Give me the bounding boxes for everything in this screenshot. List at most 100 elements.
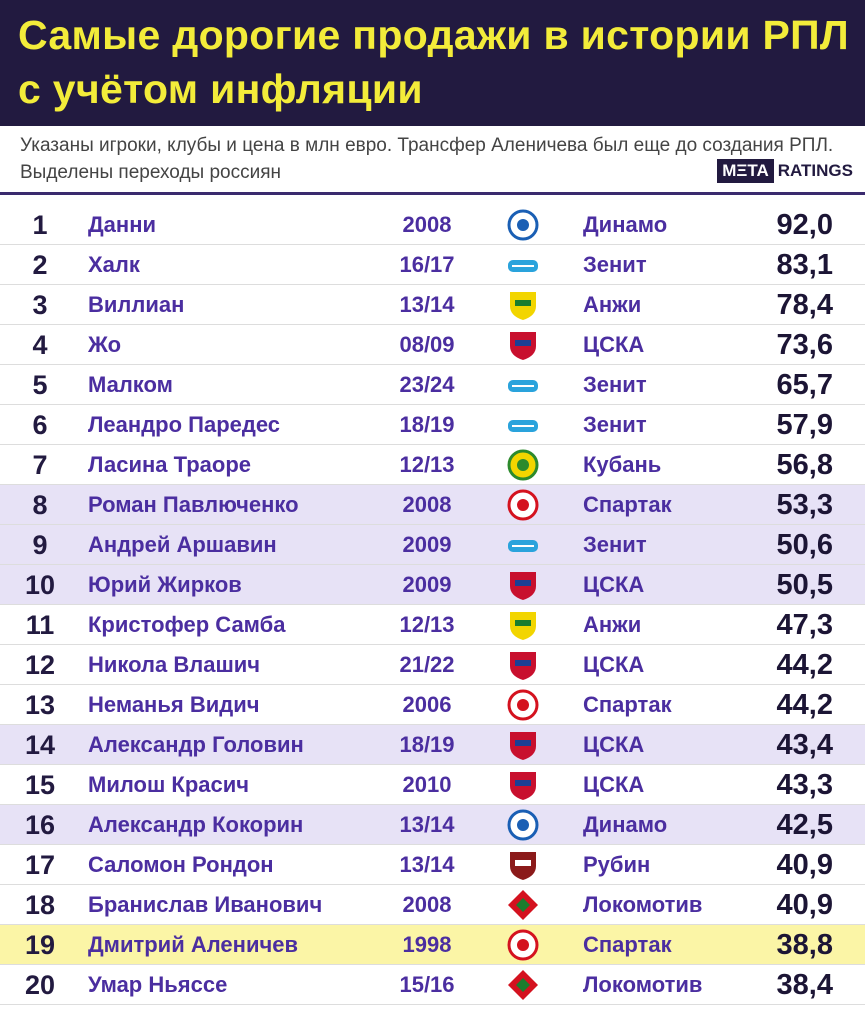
season: 1998 (402, 932, 452, 957)
player-name: Александр Кокорин (88, 812, 304, 837)
rank: 7 (32, 450, 48, 480)
club: Локомотив (583, 972, 703, 997)
price: 50,5 (776, 569, 833, 601)
table-row: 20 Умар Ньяссе 15/16 Локомотив 38,4 (0, 965, 865, 1005)
player-name: Андрей Аршавин (88, 532, 277, 557)
rank: 8 (32, 490, 48, 520)
player-name: Кристофер Самба (88, 612, 286, 637)
season: 18/19 (399, 412, 455, 437)
logo-suffix: RATINGS (777, 161, 853, 180)
table-row: 10 Юрий Жирков 2009 ЦСКА 50,5 (0, 565, 865, 605)
price: 40,9 (776, 889, 833, 921)
club-logo-icon (507, 449, 539, 481)
table-row: 18 Бранислав Иванович 2008 Локомотив 40,9 (0, 885, 865, 925)
club-logo (506, 688, 540, 738)
club: Анжи (583, 612, 642, 637)
season: 2008 (402, 212, 452, 237)
club-logo (506, 928, 540, 978)
price: 57,9 (776, 409, 833, 441)
club-logo (506, 208, 540, 258)
player-name: Малком (88, 372, 173, 397)
club-logo-icon (510, 572, 536, 600)
player-name: Юрий Жирков (88, 572, 242, 597)
club-logo-icon (508, 420, 538, 432)
price: 50,6 (776, 529, 833, 561)
season: 08/09 (399, 332, 455, 357)
club-logo-icon (507, 489, 539, 521)
price: 43,3 (776, 769, 833, 801)
season: 12/13 (399, 612, 455, 637)
header: Самые дорогие продажи в истории РПЛ с уч… (0, 0, 865, 126)
club-logo-icon (508, 540, 538, 552)
rank: 18 (24, 890, 56, 920)
season: 23/24 (399, 372, 455, 397)
player-name: Саломон Рондон (88, 852, 274, 877)
club-logo (506, 448, 540, 498)
season: 2010 (402, 772, 452, 797)
player-name: Милош Красич (88, 772, 250, 797)
player-name: Леандро Паредес (88, 412, 281, 437)
club: Спартак (583, 692, 672, 717)
club-logo-icon (510, 292, 536, 320)
club: Зенит (583, 252, 647, 277)
price: 38,8 (776, 929, 833, 961)
club: Зенит (583, 372, 647, 397)
club: ЦСКА (583, 652, 645, 677)
subheader: Указаны игроки, клубы и цена в млн евро.… (0, 126, 865, 195)
rank: 15 (24, 770, 56, 800)
player-name: Неманья Видич (88, 692, 260, 717)
club-logo (506, 248, 540, 298)
club: Спартак (583, 492, 672, 517)
player-name: Роман Павлюченко (88, 492, 299, 517)
season: 16/17 (399, 252, 455, 277)
club: ЦСКА (583, 732, 645, 757)
club-logo (506, 968, 540, 1018)
price: 44,2 (776, 649, 833, 681)
price: 83,1 (776, 249, 833, 281)
player-name: Бранислав Иванович (88, 892, 323, 917)
table-row: 15 Милош Красич 2010 ЦСКА 43,3 (0, 765, 865, 805)
rank: 5 (32, 370, 48, 400)
player-name: Александр Головин (88, 732, 304, 757)
club: ЦСКА (583, 572, 645, 597)
club-logo (506, 288, 540, 338)
table-row: 14 Александр Головин 18/19 ЦСКА 43,4 (0, 725, 865, 765)
season: 12/13 (399, 452, 455, 477)
table-row: 6 Леандро Паредес 18/19 Зенит 57,9 (0, 405, 865, 445)
price: 38,4 (776, 969, 833, 1001)
club-logo-icon (510, 332, 536, 360)
player-name: Жо (88, 332, 122, 357)
rank: 10 (24, 570, 56, 600)
season: 15/16 (399, 972, 455, 997)
season: 2006 (402, 692, 452, 717)
table-row: 7 Ласина Траоре 12/13 Кубань 56,8 (0, 445, 865, 485)
table-row: 1 Данни 2008 Динамо 92,0 (0, 205, 865, 245)
club-logo (506, 808, 540, 858)
club-logo (506, 528, 540, 578)
club-logo-icon (510, 772, 536, 800)
club: Зенит (583, 412, 647, 437)
club-logo-icon (507, 929, 539, 961)
rank: 13 (24, 690, 56, 720)
club-logo (506, 608, 540, 658)
club: Зенит (583, 532, 647, 557)
club-logo-icon (510, 652, 536, 680)
club-logo (506, 408, 540, 458)
club: Динамо (583, 212, 668, 237)
club-logo-icon (508, 380, 538, 392)
season: 13/14 (399, 812, 455, 837)
table-row: 16 Александр Кокорин 13/14 Динамо 42,5 (0, 805, 865, 845)
club: ЦСКА (583, 772, 645, 797)
club: ЦСКА (583, 332, 645, 357)
table-row: 2 Халк 16/17 Зенит 83,1 (0, 245, 865, 285)
rank: 3 (32, 290, 48, 320)
subtitle: Указаны игроки, клубы и цена в млн евро.… (20, 135, 834, 183)
season: 13/14 (399, 292, 455, 317)
club: Рубин (583, 852, 651, 877)
club-logo (506, 728, 540, 778)
player-name: Халк (88, 252, 140, 277)
player-name: Дмитрий Аленичев (88, 932, 298, 957)
season: 2008 (402, 892, 452, 917)
